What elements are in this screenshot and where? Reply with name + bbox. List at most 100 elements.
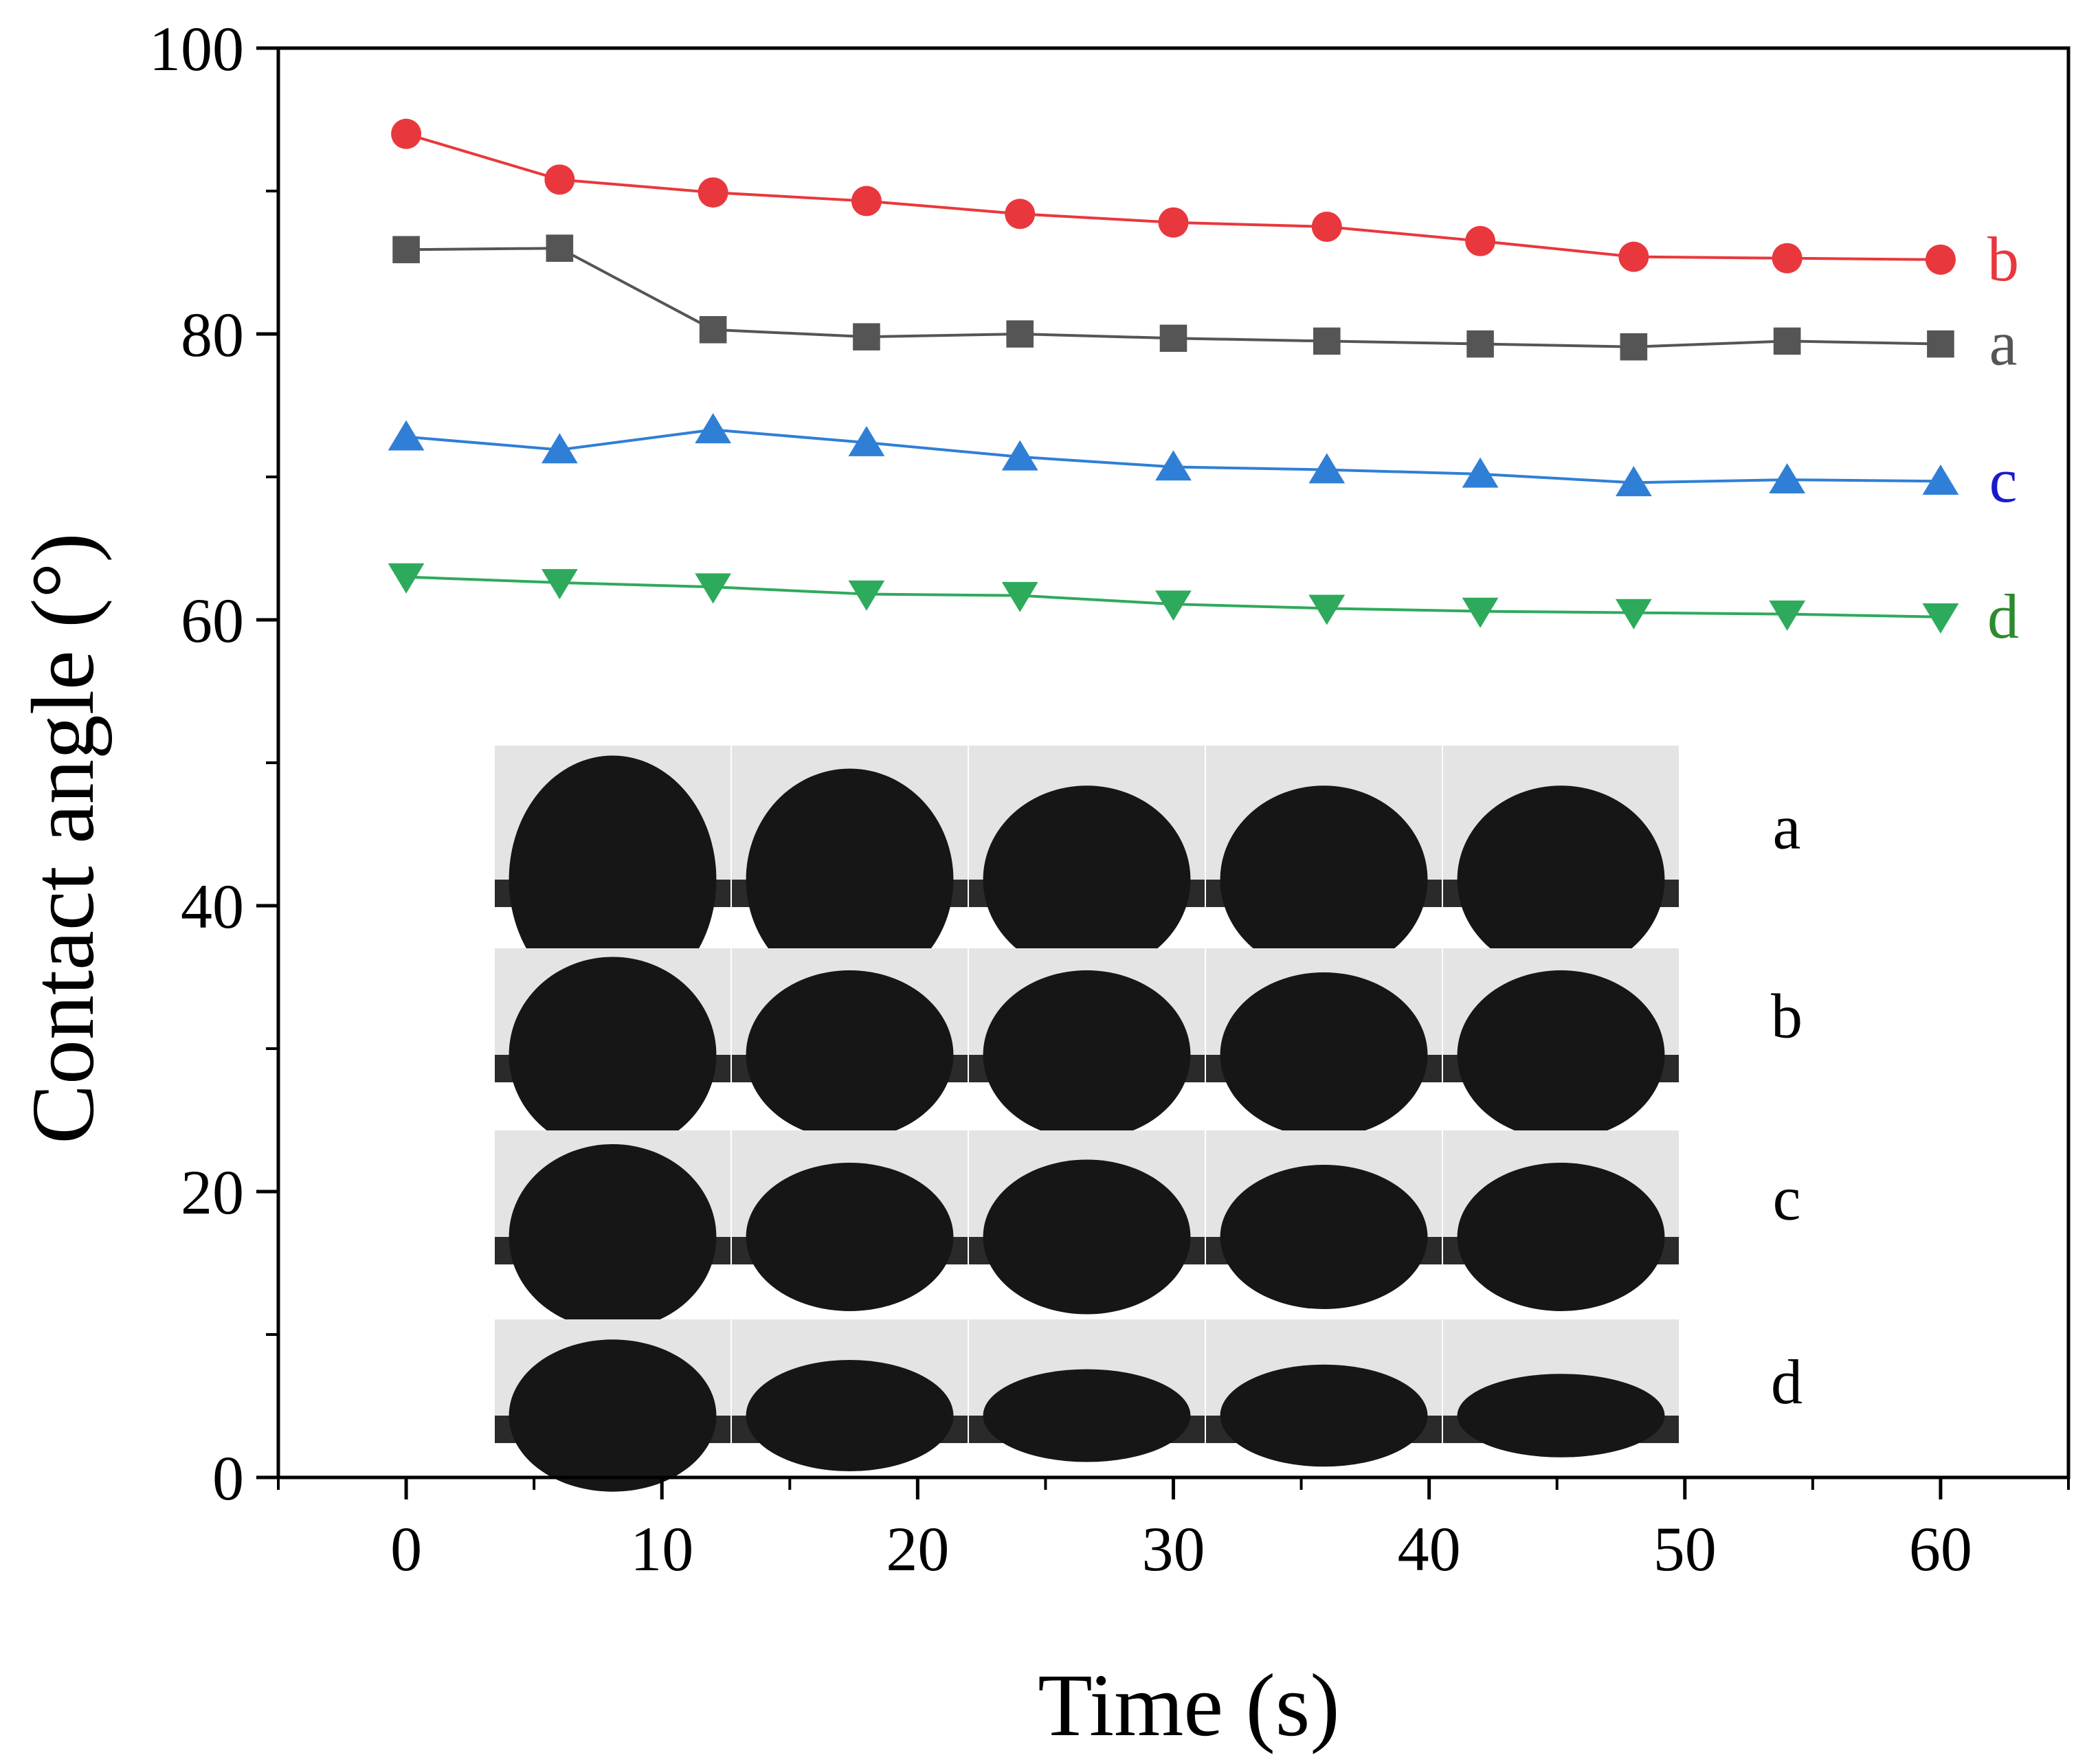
data-point: [1308, 453, 1346, 484]
data-point: [853, 323, 880, 350]
y-tick-label: 20: [181, 1157, 244, 1227]
droplet-photo: [1206, 948, 1442, 1137]
y-tick-label: 60: [181, 585, 244, 656]
data-point: [1005, 199, 1036, 230]
droplet: [983, 1369, 1191, 1462]
droplet-photo: [1206, 746, 1442, 974]
droplet: [1220, 1165, 1428, 1309]
data-point: [391, 118, 422, 149]
droplet-photo: [495, 948, 730, 1153]
data-point: [698, 177, 728, 208]
data-point: [1922, 603, 1959, 634]
data-point: [1769, 462, 1806, 493]
data-point: [1308, 594, 1346, 625]
data-point: [392, 236, 420, 264]
droplet: [746, 1360, 954, 1471]
series-b: [391, 118, 1956, 275]
series-d: [388, 563, 1959, 634]
inset-row-label: d: [1771, 1347, 1803, 1417]
droplet-photo: [969, 948, 1205, 1139]
series-end-label: d: [1987, 581, 2019, 651]
x-tick-label: 50: [1653, 1514, 1717, 1584]
data-point: [388, 563, 425, 594]
data-point: [541, 569, 578, 600]
droplet: [509, 957, 717, 1153]
data-point: [541, 433, 578, 464]
data-point: [1001, 440, 1038, 471]
x-tick-label: 20: [886, 1514, 949, 1584]
data-point: [851, 186, 882, 216]
droplet-photo: [732, 1319, 968, 1471]
series-c: [388, 413, 1959, 497]
droplet: [983, 970, 1191, 1139]
data-point: [1006, 320, 1034, 348]
droplet-photo: [732, 746, 968, 991]
data-point: [699, 315, 727, 344]
x-axis-title: Time (s): [1038, 1656, 1339, 1755]
data-point: [1769, 600, 1806, 631]
data-point: [1462, 457, 1499, 488]
x-tick-label: 0: [390, 1514, 422, 1584]
droplet-photo: [1443, 746, 1679, 974]
droplet: [509, 1144, 717, 1330]
droplet-photo: [495, 1130, 730, 1330]
data-point: [1155, 450, 1192, 481]
data-point: [1620, 333, 1648, 361]
droplet-photo: [969, 1130, 1205, 1315]
data-point: [544, 164, 575, 195]
data-point: [1001, 581, 1038, 612]
x-tick-label: 30: [1142, 1514, 1205, 1584]
data-point: [1311, 212, 1342, 242]
inset-row-label: c: [1773, 1163, 1801, 1233]
data-point: [1922, 465, 1959, 495]
droplet-photo: [495, 746, 730, 1004]
droplet: [1457, 1374, 1665, 1458]
droplet-photo: [1443, 1319, 1679, 1458]
droplet: [1457, 1163, 1665, 1311]
data-point: [695, 573, 732, 604]
data-point: [1466, 330, 1494, 358]
x-tick-label: 40: [1398, 1514, 1461, 1584]
droplet: [1220, 785, 1428, 974]
droplet: [983, 1159, 1191, 1315]
data-point: [1158, 207, 1189, 238]
series-end-label: b: [1987, 224, 2019, 294]
x-tick-label: 60: [1909, 1514, 1972, 1584]
droplet: [983, 785, 1191, 974]
inset-row-label: b: [1771, 981, 1803, 1051]
data-point: [1772, 243, 1803, 273]
droplet-photo: [732, 1130, 968, 1311]
y-tick-label: 100: [149, 14, 244, 84]
data-point: [1313, 327, 1341, 355]
droplet: [509, 1339, 717, 1492]
data-point: [546, 234, 574, 262]
droplet: [1457, 785, 1665, 974]
x-tick-label: 10: [630, 1514, 693, 1584]
y-tick-label: 80: [181, 300, 244, 370]
series-end-label: c: [1989, 445, 2018, 515]
droplet: [1220, 972, 1428, 1137]
droplet-photo: [1206, 1319, 1442, 1467]
droplet-photo: [1206, 1130, 1442, 1309]
y-tick-label: 40: [181, 871, 244, 941]
series-line: [405, 132, 1941, 261]
data-point: [1925, 244, 1956, 275]
droplet: [746, 768, 954, 991]
data-point: [695, 413, 732, 444]
data-point: [1773, 327, 1801, 355]
droplet: [746, 970, 954, 1139]
data-point: [388, 420, 425, 451]
droplet-photo: [1443, 1130, 1679, 1311]
droplet-photo: [1443, 948, 1679, 1139]
data-point: [1927, 330, 1954, 358]
data-point: [1465, 225, 1496, 256]
data-point: [1615, 466, 1652, 497]
droplet-photo: [969, 746, 1205, 974]
series-a: [392, 234, 1954, 361]
data-point: [1159, 324, 1187, 353]
inset-row-label: a: [1773, 792, 1801, 862]
droplet-photo: [969, 1319, 1205, 1462]
y-axis-title: Contact angle (°): [14, 533, 113, 1143]
